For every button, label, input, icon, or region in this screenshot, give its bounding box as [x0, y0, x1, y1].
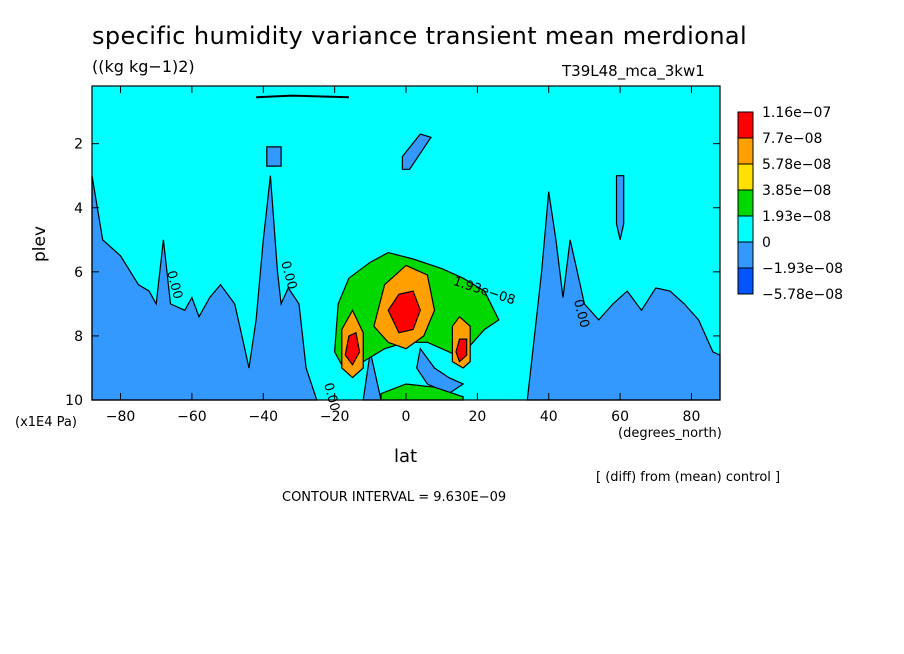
- legend-label: 7.7e−08: [762, 131, 822, 147]
- legend-swatch: [737, 215, 754, 243]
- y-tick-label: 8: [74, 329, 83, 345]
- x-tick-label: 80: [683, 409, 701, 425]
- legend-label: −5.78e−08: [762, 287, 843, 303]
- x-tick-label: −80: [106, 409, 136, 425]
- x-tick-label: −20: [320, 409, 350, 425]
- legend-label: 1.16e−07: [762, 105, 831, 121]
- x-tick-label: −40: [248, 409, 278, 425]
- x-axis-label: lat: [394, 446, 418, 467]
- y-tick-label: 10: [65, 393, 83, 409]
- legend-swatch: [737, 267, 754, 295]
- x-tick-label: 20: [468, 409, 486, 425]
- legend-swatch: [737, 111, 754, 139]
- x-axis-units: (degrees_north): [618, 426, 722, 441]
- contour-label: 0.00: [320, 381, 342, 413]
- chart-title: specific humidity variance transient mea…: [92, 22, 748, 50]
- diff-note: [ (diff) from (mean) control ]: [596, 470, 781, 485]
- legend-swatch: [737, 137, 754, 165]
- contour-interval-label: CONTOUR INTERVAL = 9.630E−09: [282, 490, 507, 505]
- y-tick-label: 2: [74, 137, 83, 153]
- legend-swatch: [737, 163, 754, 191]
- legend-label: 3.85e−08: [762, 183, 831, 199]
- contour-region-negative: [266, 146, 282, 167]
- contour-label: 0.00: [277, 259, 299, 291]
- contour-region-peak: [387, 290, 421, 334]
- legend-swatch: [737, 241, 754, 269]
- contour-region-peak: [455, 338, 468, 363]
- x-tick-label: −60: [177, 409, 207, 425]
- color-legend: 1.16e−07 7.7e−08 5.78e−08 3.85e−08 1.93e−08 0…: [737, 105, 843, 303]
- experiment-label: T39L48_mca_3kw1: [562, 62, 705, 80]
- contour-region-negative: [615, 175, 625, 240]
- y-tick-label: 4: [74, 201, 83, 217]
- legend-label: 0: [762, 235, 771, 251]
- contour-region-negative: [91, 175, 318, 401]
- contour-label: 0.00: [163, 269, 185, 301]
- x-tick-label: 0: [402, 409, 411, 425]
- contour-region-negative: [526, 191, 721, 401]
- y-tick-label: 6: [74, 265, 83, 281]
- x-tick-label: 40: [540, 409, 558, 425]
- legend-swatch: [737, 189, 754, 217]
- legend-label: −1.93e−08: [762, 261, 843, 277]
- contour-region-negative: [416, 347, 465, 395]
- axes: −80 −60 −40 −20 0 20 40 60 80 2 4 6 8 10: [65, 85, 721, 425]
- y-axis-units: (x1E4 Pa): [15, 415, 77, 430]
- units-label: ((kg kg−1)2): [92, 57, 195, 76]
- contour-region-negative: [401, 133, 432, 170]
- contour-line-top: [256, 94, 349, 99]
- x-tick-label: 60: [611, 409, 629, 425]
- contour-label: 0.00: [570, 298, 592, 330]
- contour-region-peak: [344, 331, 361, 366]
- legend-label: 1.93e−08: [762, 209, 831, 225]
- plot-area: 0.00 0.00 1.93e−080.000.00: [91, 86, 721, 413]
- legend-label: 5.78e−08: [762, 157, 831, 173]
